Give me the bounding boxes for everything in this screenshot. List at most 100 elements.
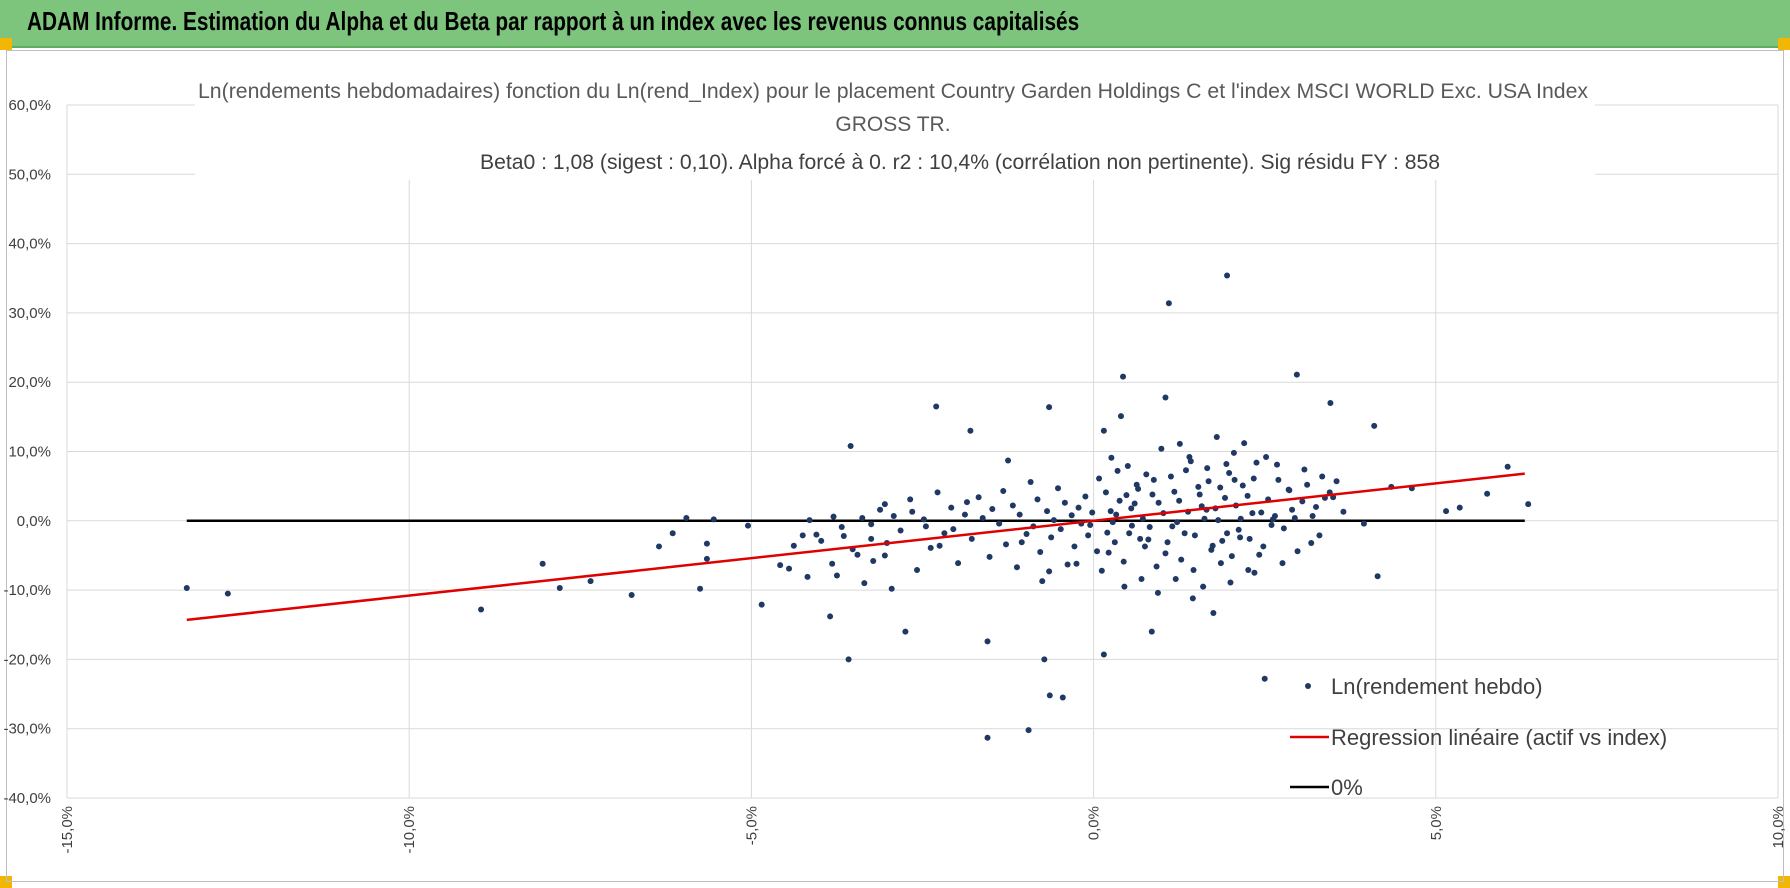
data-point	[881, 552, 888, 559]
data-point	[183, 585, 190, 592]
data-point	[1443, 508, 1450, 515]
data-point	[1018, 539, 1025, 546]
data-point	[868, 535, 875, 542]
data-point	[984, 734, 991, 741]
y-tick-label: 40,0%	[8, 236, 51, 253]
data-point	[1037, 548, 1044, 555]
data-point	[1191, 532, 1198, 539]
data-point	[1016, 511, 1023, 518]
data-point	[1217, 484, 1224, 491]
data-point	[1195, 483, 1202, 490]
data-point	[1258, 509, 1265, 516]
data-point	[1268, 521, 1275, 528]
data-point	[1120, 373, 1127, 380]
data-point	[1162, 394, 1169, 401]
data-point	[1123, 492, 1130, 499]
data-point	[933, 403, 940, 410]
data-point	[1046, 568, 1053, 575]
data-point	[1213, 433, 1220, 440]
data-point	[914, 567, 921, 574]
data-point	[975, 494, 982, 501]
data-point	[1124, 463, 1131, 470]
data-point	[1149, 491, 1156, 498]
data-point	[922, 523, 929, 530]
data-point	[927, 544, 934, 551]
data-point	[1456, 504, 1463, 511]
data-point	[1186, 454, 1193, 461]
data-point	[1113, 511, 1120, 518]
legend: Ln(rendement hebdo) Regression linéaire …	[1290, 674, 1667, 800]
data-point	[1104, 529, 1111, 536]
data-point	[1085, 532, 1092, 539]
data-point	[1131, 500, 1138, 507]
data-point	[1164, 539, 1171, 546]
data-point	[1137, 535, 1144, 542]
data-point	[587, 578, 594, 585]
data-point	[1141, 543, 1148, 550]
data-point	[961, 511, 968, 518]
data-point	[786, 565, 793, 572]
data-point	[1309, 512, 1316, 519]
data-point	[909, 508, 916, 515]
data-point	[1525, 501, 1532, 508]
y-tick-label: 30,0%	[8, 305, 51, 322]
data-point	[1176, 440, 1183, 447]
y-tick-label: -30,0%	[3, 721, 51, 738]
data-point	[1114, 467, 1121, 474]
data-point	[1333, 478, 1340, 485]
data-point	[804, 573, 811, 580]
data-point	[813, 531, 820, 538]
data-point	[1237, 515, 1244, 522]
data-point	[1126, 530, 1133, 537]
data-point	[1219, 537, 1226, 544]
data-point	[1239, 482, 1246, 489]
data-point	[1039, 578, 1046, 585]
data-point	[1235, 526, 1242, 533]
data-point	[1275, 476, 1282, 483]
data-point	[703, 555, 710, 562]
corner-marker-top-right	[1778, 38, 1790, 50]
data-point	[854, 551, 861, 558]
legend-label-points: Ln(rendement hebdo)	[1331, 674, 1543, 699]
data-point	[1096, 475, 1103, 482]
x-tick-label: -5,0%	[743, 806, 760, 845]
data-point	[1041, 656, 1048, 663]
data-point	[968, 535, 975, 542]
x-tick-label: 10,0%	[1770, 806, 1787, 849]
data-point	[1108, 454, 1115, 461]
data-point	[1280, 525, 1287, 532]
data-point	[1162, 550, 1169, 557]
chart-frame	[6, 50, 1784, 882]
data-point	[1230, 449, 1237, 456]
data-point	[1154, 589, 1161, 596]
data-point	[1209, 542, 1216, 549]
data-point	[1291, 515, 1298, 522]
data-point	[979, 515, 986, 522]
data-point	[1178, 556, 1185, 563]
data-point	[1246, 535, 1253, 542]
data-point	[1165, 300, 1172, 307]
data-point	[1082, 493, 1089, 500]
data-point	[1059, 694, 1066, 701]
data-point	[861, 580, 868, 587]
data-point	[1222, 494, 1229, 501]
y-tick-label: -40,0%	[3, 790, 51, 807]
data-point	[1231, 476, 1238, 483]
data-point	[1167, 473, 1174, 480]
data-point	[1299, 498, 1306, 505]
data-point	[1025, 727, 1032, 734]
data-point	[790, 542, 797, 549]
y-tick-label: 10,0%	[8, 444, 51, 461]
data-point	[1313, 503, 1320, 510]
data-point	[1061, 499, 1068, 506]
chart-title-line-1: Ln(rendements hebdomadaires) fonction du…	[198, 80, 1589, 103]
data-point	[1145, 536, 1152, 543]
data-point	[1138, 576, 1145, 583]
data-point	[1153, 563, 1160, 570]
legend-marker-points	[1305, 683, 1311, 689]
corner-marker-bottom-left	[0, 876, 12, 888]
data-point	[1279, 560, 1286, 567]
data-point	[902, 628, 909, 635]
data-point	[870, 557, 877, 564]
data-point	[1128, 522, 1135, 529]
